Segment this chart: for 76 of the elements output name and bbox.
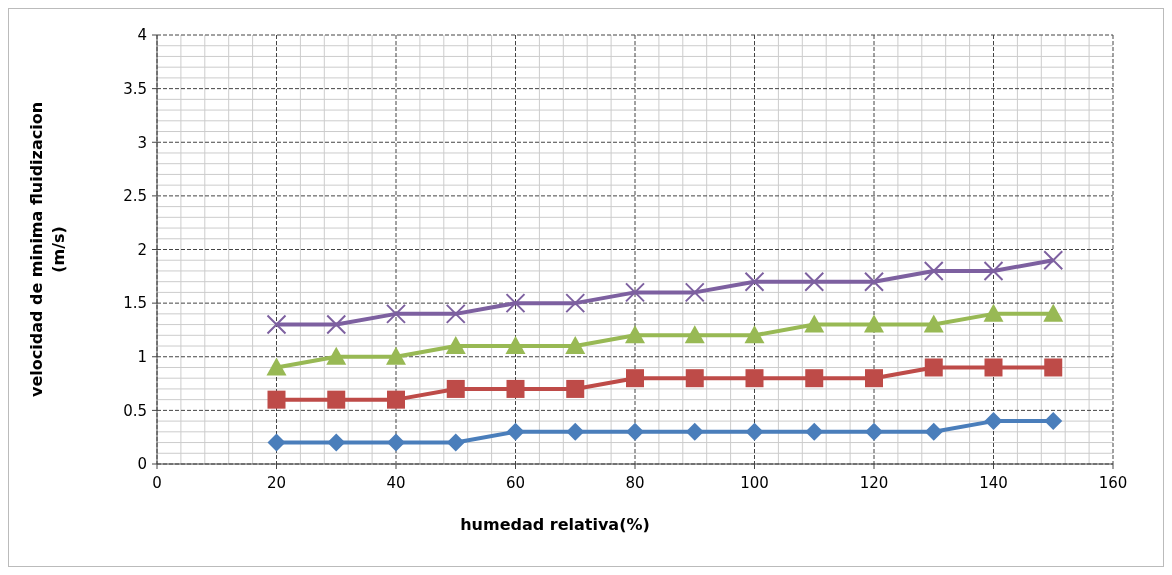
x-tick-label: 0 [152,474,162,492]
x-tick-label: 100 [740,474,769,492]
x-tick-label: 40 [386,474,406,492]
x-tick-label: 140 [979,474,1008,492]
point [923,314,944,333]
point [266,357,287,376]
point [625,325,645,344]
point [1044,358,1063,377]
y-tick-label: 3 [137,133,147,152]
x-tick-label: 60 [505,474,526,492]
x-tick-label: 160 [1098,474,1128,492]
point [865,422,883,441]
point [386,346,406,365]
point [745,422,764,441]
point [327,390,346,409]
point [505,293,526,314]
point [923,260,944,281]
point [805,422,824,441]
point [1043,250,1064,271]
point [565,293,586,314]
point [445,336,466,355]
point [266,314,287,335]
point [387,390,405,409]
point [446,379,465,398]
point [864,314,884,333]
point [1044,412,1063,431]
point [864,271,884,292]
point [626,369,644,388]
point [865,369,883,388]
point [684,282,705,303]
x-tick-label: 120 [859,474,889,492]
point [505,336,526,355]
point [924,358,943,377]
y-tick-label: 2.5 [123,187,147,206]
y-tick-label: 1.5 [123,294,147,313]
x-tick-label: 80 [625,474,645,492]
point [446,433,465,452]
point [984,412,1003,431]
y-tick-label: 0 [137,455,147,474]
y-axis-title: velocidad de minima fluidizacion (m/s) [27,101,68,398]
point [804,271,825,292]
point [506,422,525,441]
point [326,314,347,335]
point [326,346,347,365]
point [1043,303,1064,322]
y-tick-label: 3.5 [123,79,147,98]
point [983,303,1004,322]
y-tick-label: 1 [137,348,147,366]
point [566,379,585,398]
point [984,358,1003,377]
point [506,379,525,398]
point [745,369,764,388]
point [386,303,406,324]
y-tick-label: 4 [137,26,147,45]
point [327,433,346,452]
x-axis-title: humedad relativa(%) [460,515,650,534]
point [744,271,765,292]
point [267,433,286,452]
point [684,325,705,344]
point [626,422,644,441]
y-tick-label: 0.5 [123,401,147,420]
point [983,260,1004,281]
point [267,390,286,409]
point [804,314,825,333]
point [445,303,466,324]
x-tick-label: 20 [266,474,287,492]
point [387,433,405,452]
point [805,369,824,388]
point [566,422,585,441]
point [685,422,704,441]
point [744,325,765,344]
point [924,422,943,441]
point [685,369,704,388]
point [625,282,645,303]
point [565,336,586,355]
y-tick-label: 2 [137,240,147,259]
